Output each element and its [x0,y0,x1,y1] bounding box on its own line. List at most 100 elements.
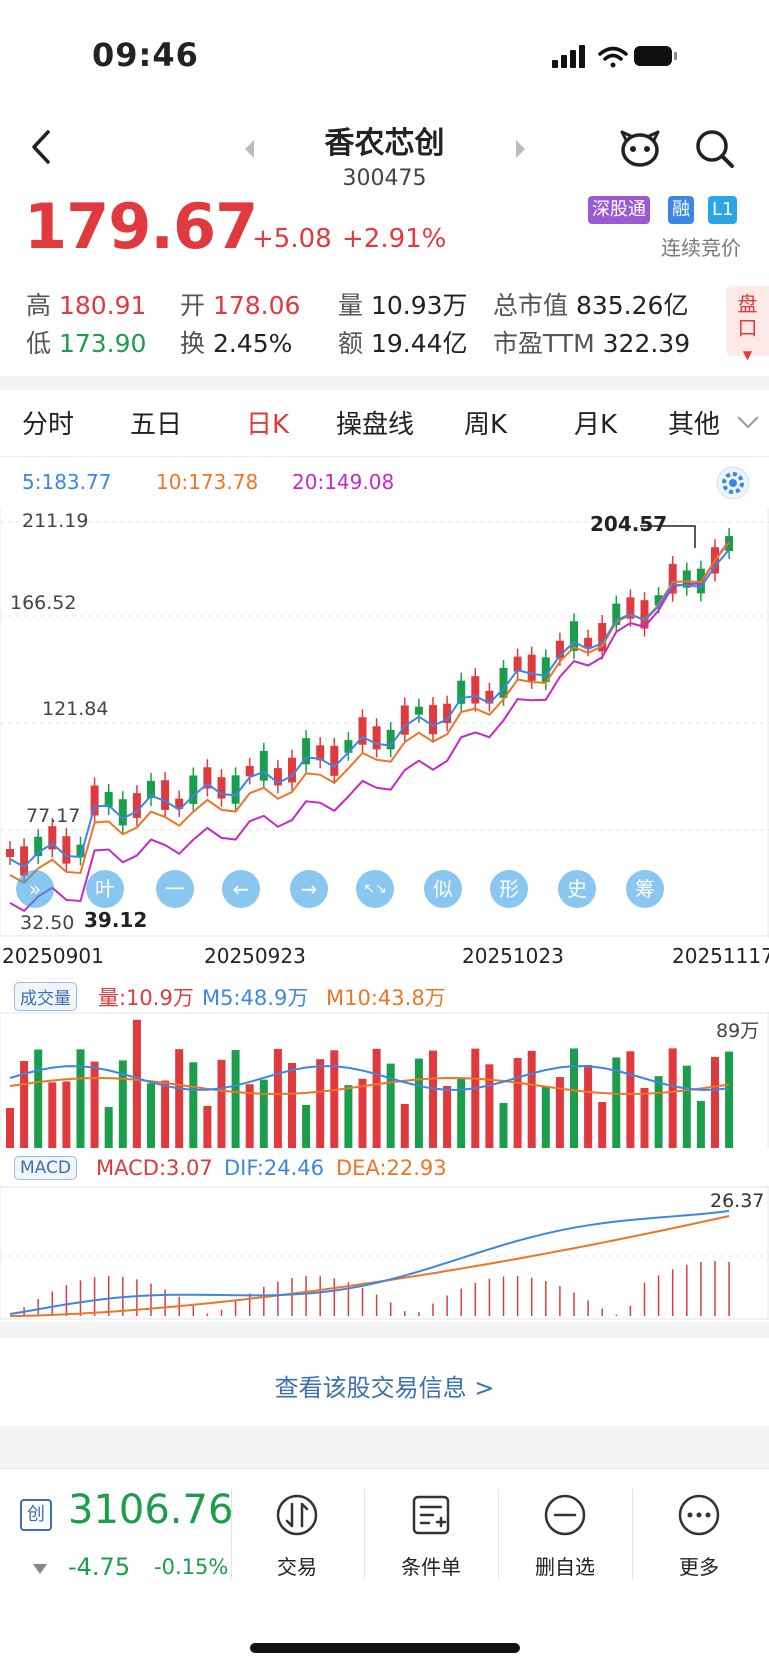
settings-gear-icon[interactable] [716,466,750,500]
candle [245,765,254,777]
trade-mode: 连续竞价 [661,236,741,260]
candle [598,623,607,652]
tag-connect[interactable]: 深股通 [588,196,650,224]
candle [104,792,113,808]
candle [457,680,466,704]
volume-bar [711,1056,719,1148]
tag-level[interactable]: L1 [708,196,738,224]
candle [20,846,29,876]
index-badge: 创 [20,1499,52,1531]
quote-low: 低 173.90 [26,329,147,358]
volume-bar [499,1102,508,1148]
chevron-down-icon[interactable] [736,414,760,430]
volume-bar [231,1050,240,1148]
tab-weekly-k[interactable]: 周K [464,410,508,440]
volume-bar [400,1103,409,1148]
tab-trading-line[interactable]: 操盘线 [336,410,415,440]
line-tool-button[interactable]: 一 [156,870,194,908]
candle [555,640,564,659]
volume-bar [104,1106,113,1148]
macd-badge[interactable]: MACD [14,1156,77,1180]
index-change: -4.75 [68,1553,131,1581]
volume-bar [668,1048,677,1148]
volume-bar [513,1058,522,1148]
trade-info-link[interactable]: 查看该股交易信息 > [274,1374,495,1402]
volume-badge[interactable]: 成交量 [14,982,77,1011]
scroll-right-button[interactable]: → [290,870,328,908]
tab-intraday[interactable]: 分时 [22,410,75,440]
price-change-percent: +2.91% [342,224,447,254]
volume-value: 量:10.9万 [98,986,194,1010]
ma20-line [9,540,730,913]
volume-bar [302,1104,311,1148]
scroll-left-button[interactable]: ← [222,870,260,908]
next-stock-icon[interactable] [514,138,528,160]
trade-button[interactable]: 交易 [232,1469,362,1601]
volume-bar [48,1082,57,1148]
candle [541,657,550,683]
high-marker-line [640,525,696,548]
volume-bar [147,1083,155,1148]
more-button[interactable]: 更多 [634,1469,764,1601]
remove-watchlist-button[interactable]: 删自选 [500,1469,630,1601]
tab-five-day[interactable]: 五日 [130,410,183,440]
candle [612,603,621,625]
index-value[interactable]: 3106.76 [68,1487,234,1533]
candle [330,745,339,776]
chips-button[interactable]: 筹 [626,870,664,908]
candle [259,750,268,781]
pankou-button[interactable]: 盘口 ▼ [726,286,769,362]
candle [203,767,212,789]
pattern-button[interactable]: 形 [490,870,528,908]
leaf-tool-button[interactable]: 叶 [86,870,124,908]
ma20-value: 20:149.08 [292,470,395,494]
conditional-order-button[interactable]: 条件单 [366,1469,496,1601]
volume-bar [626,1051,635,1148]
status-time: 09:46 [92,36,199,74]
candle [682,570,691,588]
more-label: 更多 [679,1555,719,1579]
volume-bar [682,1065,691,1148]
candle [273,768,282,786]
tab-monthly-k[interactable]: 月K [574,410,618,440]
tag-margin[interactable]: 融 [668,196,694,224]
volume-chart[interactable] [0,1012,769,1148]
kline-chart[interactable] [0,508,769,938]
tab-daily-k[interactable]: 日K [246,410,290,440]
volume-bar [90,1061,99,1148]
volume-bar [20,1061,29,1148]
volume-bar [612,1057,621,1148]
volume-bar [189,1062,198,1148]
bottom-toolbar: 创 3106.76 -4.75 -0.15% 交易 条件单 删自选 [0,1468,769,1601]
quote-market-cap: 总市值 835.26亿 [493,291,689,320]
candle [161,780,170,810]
search-icon[interactable] [694,128,736,170]
tab-other[interactable]: 其他 [668,410,721,440]
volume-bar [443,1086,452,1148]
mascot-icon[interactable] [618,126,662,170]
conditional-order-icon [412,1495,450,1535]
volume-bar [6,1108,14,1148]
macd-dea: DEA:22.93 [336,1156,447,1180]
fullscreen-button[interactable]: ↖↘ [356,870,394,908]
volume-bar [245,1084,254,1148]
macd-value: MACD:3.07 [96,1156,213,1180]
candle [584,637,593,649]
candle [471,676,480,704]
last-price: 179.67 [24,190,258,263]
trade-label: 交易 [277,1555,317,1579]
volume-bar [358,1078,367,1148]
similar-button[interactable]: 似 [424,870,462,908]
history-button[interactable]: 史 [558,870,596,908]
volume-bar [414,1058,423,1148]
y-label-1: 211.19 [22,510,89,532]
back-icon[interactable] [28,128,52,166]
prev-stock-icon[interactable] [242,138,256,160]
signal-icon [552,45,585,68]
quote-pe-ttm: 市盈TTM 322.39 [493,329,691,358]
candle [189,775,198,804]
macd-chart[interactable] [0,1186,769,1320]
volume-bar [344,1085,353,1148]
down-arrow-icon [33,1564,47,1574]
expand-button[interactable]: » [16,870,54,908]
